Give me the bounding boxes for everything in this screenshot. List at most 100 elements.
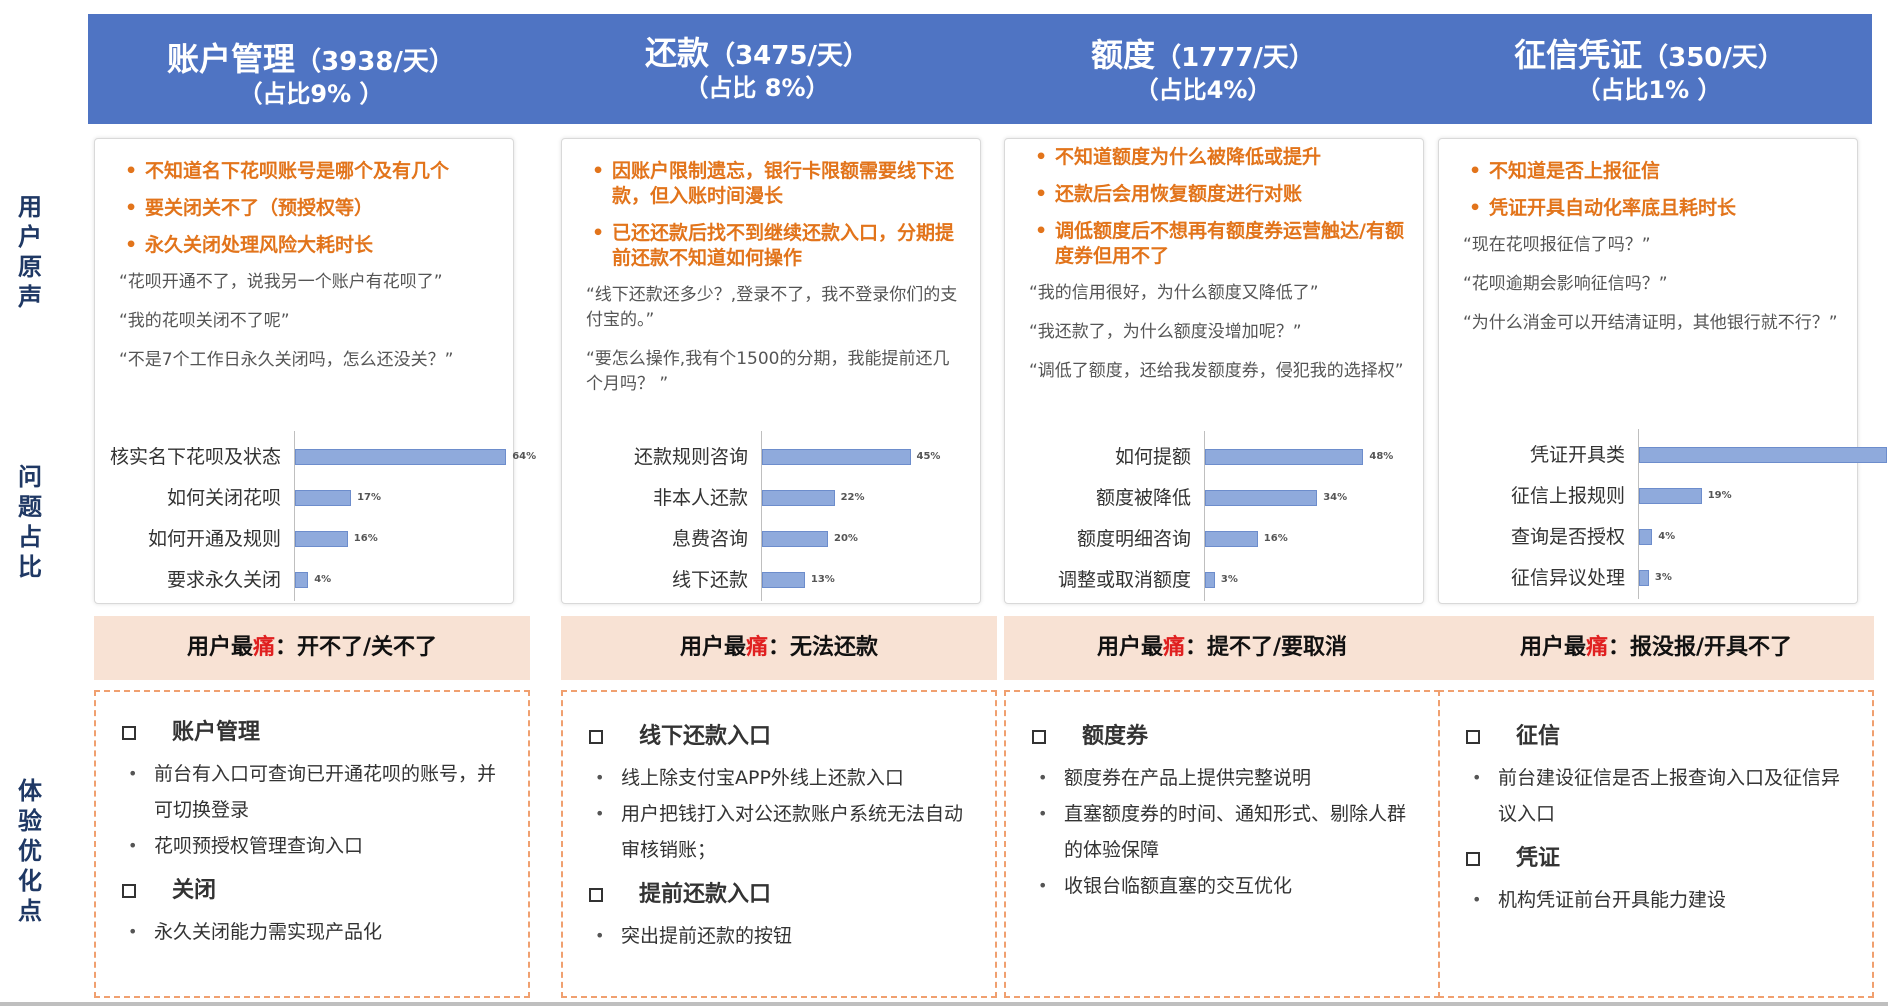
header-rate: （3475/天） — [709, 41, 869, 71]
optimization-item: 额度券在产品上提供完整说明 — [1030, 760, 1418, 796]
chart-bar-row: 调整或取消额度 3% — [1005, 560, 1425, 600]
header-share: （占比4%） — [1134, 76, 1272, 104]
pain-point: 不知道名下花呗账号是哪个及有几个 — [111, 159, 497, 184]
chart-category-label: 息费咨询 — [671, 528, 748, 550]
optimization-item: 线上除支付宝APP外线上还款入口 — [587, 760, 975, 796]
pain-point-list: 不知道名下花呗账号是哪个及有几个要关闭关不了（预授权等） 永久关闭处理风险大耗时长 — [111, 159, 497, 258]
optimization-heading: 提前还款入口 — [587, 878, 975, 912]
optimization-item: 前台有入口可查询已开通花呗的账号，并可切换登录 — [120, 756, 508, 828]
optimization-item: 前台建设征信是否上报查询入口及征信异议入口 — [1464, 760, 1852, 832]
user-quote: “花呗逾期会影响征信吗？” — [1463, 274, 1668, 294]
chart-data-label: 64% — [512, 451, 537, 462]
header-share: （占比1% ） — [1576, 76, 1722, 104]
chart-category-label: 要求永久关闭 — [166, 569, 281, 591]
optimization-panel: 线下还款入口线上除支付宝APP外线上还款入口用户把钱打入对公还款账户系统无法自动… — [561, 690, 997, 998]
pain-summary-prefix: 用户最 — [1519, 635, 1586, 660]
chart-bar-row: 如何开通及规则 16% — [95, 519, 515, 559]
chart-bar-row: 线下还款 13% — [562, 560, 982, 600]
chart-bar — [762, 531, 828, 547]
pain-point: 永久关闭处理风险大耗时长 — [111, 233, 497, 258]
header-title: 账户管理 — [167, 40, 296, 78]
chart-bar — [295, 531, 348, 547]
optimization-panel: 征信前台建设征信是否上报查询入口及征信异议入口凭证机构凭证前台开具能力建设 — [1438, 690, 1874, 998]
pain-summary-highlight: 痛 — [252, 635, 275, 660]
user-quote: “线下还款还多少？,登录不了，我不登录你们的支付宝的。” — [586, 285, 958, 330]
pain-point: 因账户限制遗忘，银行卡限额需要线下还款，但入账时间漫长 — [578, 159, 964, 209]
optimization-heading: 账户管理 — [120, 716, 508, 750]
chart-bar-row: 征信异议处理 3% — [1439, 558, 1859, 598]
issue-share-chart: 还款规则咨询 45% 非本人还款 22% 息费咨询 20% 线下还款 13% — [562, 431, 982, 601]
optimization-heading: 凭证 — [1464, 842, 1852, 876]
pain-point: 调低额度后不想再有额度券运营触达/有额度券但用不了 — [1021, 219, 1407, 269]
chart-data-label: 13% — [810, 574, 835, 585]
user-voice-panel: 不知道是否上报征信凭证开具自动化率底且耗时长 “现在花呗报征信了吗？” “花呗逾期会… — [1438, 138, 1887, 604]
issue-share-chart: 核实名下花呗及状态 64% 如何关闭花呗 17% 如何开通及规则 16% 要求永久关闭 4% — [95, 431, 536, 601]
pain-summary-band: 用户最痛：提不了/要取消 — [1004, 616, 1440, 680]
optimization-heading-text: 账户管理 — [172, 720, 261, 745]
chart-data-label: 3% — [1654, 572, 1672, 583]
header-title: 征信凭证 — [1514, 36, 1643, 74]
chart-data-label: 22% — [840, 492, 865, 503]
issue-share-chart: 凭证开具类75% 征信上报规则 19% 查询是否授权 4% 征信异议处理 3% — [1439, 429, 1887, 599]
chart-bar — [295, 572, 309, 588]
user-voice-panel: 不知道额度为什么被降低或提升还款后会用恢复额度进行对账调低额度后不想再有额度券运… — [1004, 138, 1424, 604]
chart-bar — [1639, 447, 1887, 463]
optimization-list: 机构凭证前台开具能力建设 — [1464, 882, 1852, 918]
header-rate: （3938/天） — [295, 47, 455, 77]
side-label-char: 问 — [18, 463, 42, 491]
pain-summary-highlight: 痛 — [1585, 635, 1608, 660]
side-label-char: 声 — [18, 283, 42, 311]
user-quote: “我还款了，为什么额度没增加呢？” — [1029, 322, 1302, 342]
pain-point: 不知道额度为什么被降低或提升 — [1021, 145, 1407, 170]
pain-point-list: 因账户限制遗忘，银行卡限额需要线下还款，但入账时间漫长已还还款后找不到继续还款入… — [578, 159, 964, 271]
side-label-user-voice: 用户原声 — [0, 192, 60, 312]
chart-bar — [295, 490, 352, 506]
user-quote: “花呗开通不了，说我另一个账户有花呗了” — [119, 272, 443, 292]
checkbox-square-icon — [589, 888, 603, 902]
optimization-item: 收银台临额直塞的交互优化 — [1030, 868, 1418, 904]
optimization-heading: 关闭 — [120, 874, 508, 908]
user-quote: “为什么消金可以开结清证明，其他银行就不行？” — [1463, 313, 1838, 333]
chart-axis — [294, 431, 295, 601]
pain-point: 凭证开具自动化率底且耗时长 — [1455, 196, 1841, 221]
checkbox-square-icon — [122, 884, 136, 898]
pain-summary-highlight: 痛 — [1162, 635, 1185, 660]
chart-bar — [1639, 570, 1649, 586]
user-voice-panel: 不知道名下花呗账号是哪个及有几个要关闭关不了（预授权等） 永久关闭处理风险大耗时长… — [94, 138, 536, 604]
pain-summary-text: ：无法还款 — [768, 635, 879, 660]
chart-bar-row: 征信上报规则 19% — [1439, 476, 1859, 516]
header-share: （占比9% ） — [238, 80, 384, 108]
user-quote: “调低了额度，还给我发额度券，侵犯我的选择权” — [1029, 361, 1404, 381]
chart-category-label: 额度明细咨询 — [1076, 528, 1191, 550]
chart-bar-row: 如何提额 48% — [1005, 437, 1425, 477]
optimization-list: 线上除支付宝APP外线上还款入口用户把钱打入对公还款账户系统无法自动审核销账； — [587, 760, 975, 868]
user-voice-panel: 因账户限制遗忘，银行卡限额需要线下还款，但入账时间漫长已还还款后找不到继续还款入… — [561, 138, 981, 604]
optimization-panel: 额度券额度券在产品上提供完整说明直塞额度券的时间、通知形式、剔除人群的体验保障收… — [1004, 690, 1440, 998]
checkbox-square-icon — [589, 730, 603, 744]
chart-bar-row: 核实名下花呗及状态 64% — [95, 437, 536, 477]
optimization-heading-text: 线下还款入口 — [639, 724, 772, 749]
pain-summary-prefix: 用户最 — [679, 635, 746, 660]
chart-bar-row: 额度被降低 34% — [1005, 478, 1425, 518]
chart-data-label: 20% — [834, 533, 858, 544]
optimization-heading: 线下还款入口 — [587, 720, 975, 754]
pain-point: 要关闭关不了（预授权等） — [111, 196, 497, 221]
header-credit-limit: 额度（1777/天） （占比4%） — [980, 14, 1426, 124]
pain-point-list: 不知道额度为什么被降低或提升还款后会用恢复额度进行对账调低额度后不想再有额度券运… — [1021, 145, 1407, 269]
header-repayment: 还款（3475/天） （占比 8%） — [534, 14, 980, 124]
chart-data-label: 19% — [1707, 490, 1732, 501]
pain-summary-band: 用户最痛：开不了/关不了 — [94, 616, 530, 680]
quote-list: “我的信用很好，为什么额度又降低了” “我还款了，为什么额度没增加呢？” “调低了额… — [1021, 281, 1407, 384]
chart-bar-row: 如何关闭花呗 17% — [95, 478, 515, 518]
user-quote: “现在花呗报征信了吗？” — [1463, 235, 1651, 255]
side-label-char: 点 — [18, 897, 42, 925]
header-rate: （1777/天） — [1155, 43, 1315, 73]
header-title: 额度 — [1091, 36, 1156, 74]
pain-summary-text: ：提不了/要取消 — [1184, 635, 1348, 660]
chart-bar — [1205, 490, 1318, 506]
chart-bar-row: 凭证开具类75% — [1439, 435, 1887, 475]
chart-category-label: 额度被降低 — [1095, 487, 1191, 509]
chart-category-label: 还款规则咨询 — [633, 446, 748, 468]
pain-summary-prefix: 用户最 — [1096, 635, 1163, 660]
user-quote: “我的信用很好，为什么额度又降低了” — [1029, 283, 1319, 303]
